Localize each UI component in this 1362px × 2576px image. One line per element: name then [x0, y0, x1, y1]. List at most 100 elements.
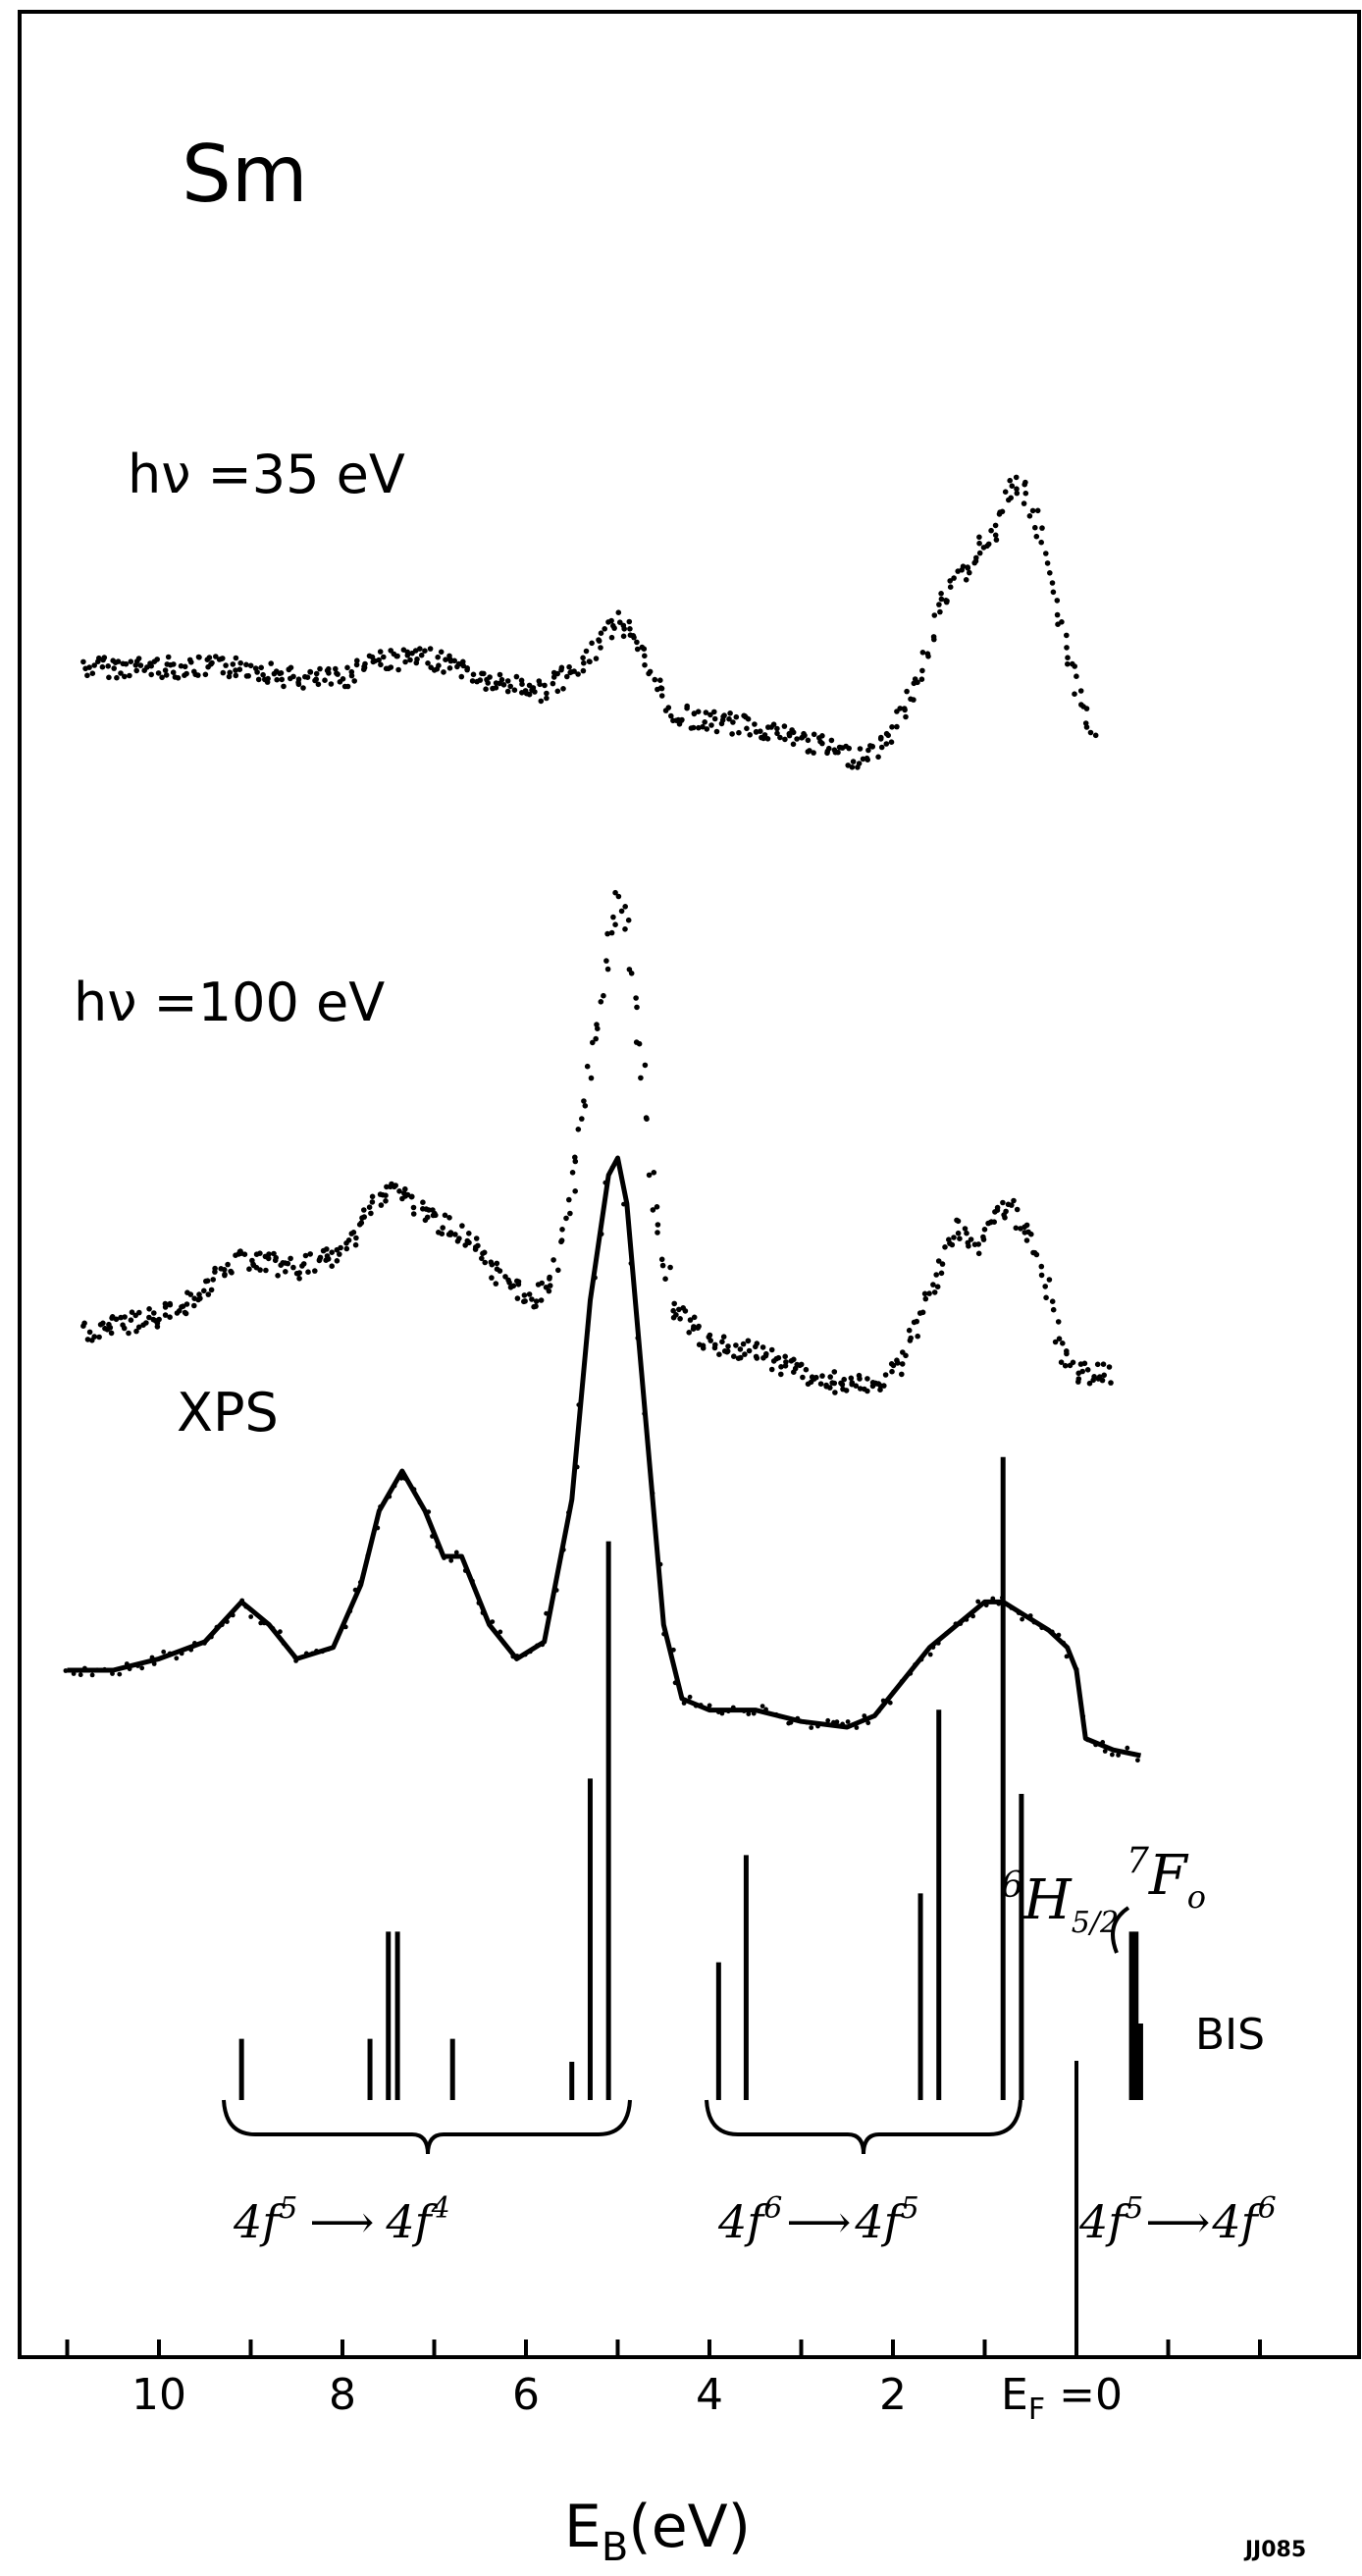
data-point	[608, 617, 614, 624]
data-point	[955, 1230, 962, 1236]
series-label-bis: BIS	[1195, 2010, 1265, 2060]
data-point	[839, 1382, 846, 1388]
data-point	[414, 656, 420, 662]
data-point	[197, 1295, 203, 1301]
data-point	[618, 908, 625, 915]
data-point	[930, 1282, 936, 1288]
data-point	[361, 1207, 367, 1213]
x-tick-label-fermi: EF =0	[1001, 2370, 1123, 2427]
data-point	[377, 649, 384, 655]
data-point	[684, 705, 690, 711]
data-point	[582, 1103, 589, 1109]
data-point	[1075, 1376, 1082, 1382]
data-point	[975, 1250, 982, 1257]
data-point	[317, 665, 323, 672]
xps-point	[1049, 1629, 1055, 1635]
data-point	[1064, 645, 1070, 651]
data-point	[646, 1172, 653, 1179]
data-point	[425, 660, 431, 666]
data-point	[533, 1303, 539, 1309]
data-point	[691, 1314, 698, 1321]
xps-point	[944, 1631, 949, 1636]
data-point	[554, 688, 561, 695]
data-point	[136, 1309, 142, 1316]
data-point	[378, 661, 384, 668]
xps-point	[243, 1603, 249, 1609]
data-point	[713, 728, 720, 735]
data-point	[482, 1259, 489, 1266]
data-point	[1038, 539, 1044, 546]
data-point	[846, 745, 852, 752]
data-point	[247, 662, 254, 669]
data-point	[572, 1158, 579, 1165]
data-point	[334, 1258, 340, 1264]
xps-point	[1116, 1753, 1121, 1758]
xps-point	[514, 1654, 520, 1658]
data-point	[1026, 513, 1033, 519]
data-point	[350, 1230, 357, 1235]
xps-point	[174, 1656, 180, 1661]
xps-point	[661, 1631, 666, 1637]
data-point	[341, 683, 348, 690]
data-point	[630, 633, 637, 639]
data-point	[504, 688, 511, 695]
data-point	[439, 1231, 445, 1236]
xps-point	[899, 1679, 905, 1684]
data-point	[778, 1364, 784, 1370]
data-point	[1090, 1377, 1096, 1384]
xps-point	[411, 1487, 417, 1493]
data-point	[479, 1255, 485, 1262]
annotation-4f6-4f5: 4f6⟶4f5	[717, 2191, 919, 2248]
data-point	[122, 673, 128, 680]
data-point	[201, 1288, 207, 1294]
data-point	[944, 598, 950, 605]
data-point	[334, 670, 340, 676]
data-point	[155, 670, 162, 676]
xps-point	[650, 1491, 655, 1496]
data-point	[418, 652, 425, 658]
data-point	[991, 1219, 997, 1225]
xps-point	[71, 1671, 77, 1676]
data-point	[195, 654, 202, 660]
data-point	[220, 669, 227, 676]
data-point	[593, 1035, 599, 1042]
data-point	[129, 1309, 135, 1315]
xps-point	[671, 1647, 676, 1653]
data-point	[227, 669, 233, 676]
data-point	[579, 1116, 585, 1122]
data-point	[295, 681, 302, 688]
series-label-35ev: hν =35 eV	[128, 444, 405, 505]
data-point	[856, 761, 863, 766]
data-point	[817, 1381, 824, 1387]
data-point	[266, 1251, 272, 1257]
data-point	[187, 1291, 194, 1297]
data-point	[848, 1375, 855, 1382]
data-point	[438, 649, 445, 656]
xps-point	[865, 1720, 871, 1726]
data-point	[1064, 1348, 1070, 1354]
data-point	[708, 722, 714, 728]
series-label-100ev: hν =100 eV	[74, 972, 385, 1033]
data-point	[526, 1291, 533, 1297]
data-point	[317, 1254, 324, 1261]
data-point	[483, 686, 489, 692]
data-point	[615, 609, 622, 615]
data-point	[208, 1287, 215, 1293]
data-point	[926, 1290, 932, 1296]
data-point	[569, 1170, 576, 1176]
xps-point	[763, 1707, 768, 1712]
data-point	[667, 1264, 673, 1271]
xps-point	[970, 1613, 975, 1619]
data-point	[931, 1289, 938, 1295]
data-point	[546, 1288, 552, 1294]
data-point	[575, 1127, 582, 1132]
data-point	[254, 669, 260, 675]
data-point	[105, 663, 111, 669]
data-point	[547, 1283, 553, 1288]
xps-point	[102, 1666, 107, 1672]
xps-point	[392, 1483, 397, 1489]
xps-point	[1084, 1737, 1090, 1743]
data-point	[707, 711, 713, 718]
data-point	[514, 1295, 521, 1301]
data-point	[888, 739, 895, 745]
